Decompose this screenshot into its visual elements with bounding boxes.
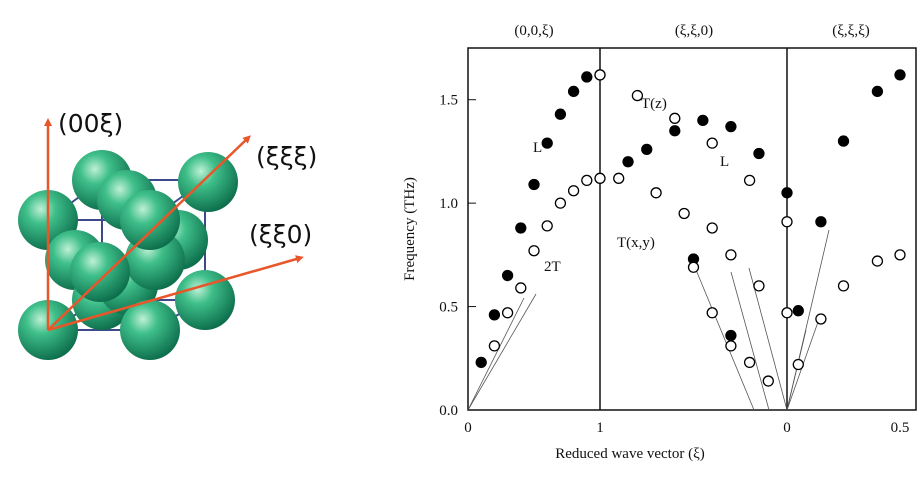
y-tick-label: 0.5 [439, 300, 458, 316]
data-point-open [815, 313, 827, 325]
label-110-direction: (ξξ0) [249, 220, 312, 249]
data-point-open [725, 340, 737, 352]
x-tick-label: 0 [783, 420, 791, 436]
data-point-open [792, 358, 804, 371]
annotation-L-110: L [720, 154, 729, 170]
data-point-filled [837, 135, 850, 147]
data-point-open [613, 172, 625, 184]
data-point-filled [488, 309, 501, 321]
data-point-filled [567, 85, 580, 98]
data-point-filled [781, 187, 793, 199]
data-point-filled [815, 216, 827, 228]
data-point-open [515, 282, 527, 294]
data-point-filled [641, 143, 653, 156]
y-axis-title: Frequency (THz) [402, 177, 418, 281]
data-point-filled [725, 120, 737, 133]
data-point-open [554, 197, 567, 209]
annotation-Tz: T(z) [641, 96, 667, 112]
data-point-open [762, 375, 774, 387]
panel-title-111: (ξ,ξ,ξ) [832, 23, 870, 39]
plot-frame [467, 47, 917, 411]
data-point-filled [515, 222, 527, 234]
arrow-111 [47, 135, 251, 331]
data-point-filled [528, 178, 540, 191]
data-point-open [743, 356, 756, 369]
data-point-open [781, 216, 793, 228]
arrow-110 [47, 255, 304, 332]
x-axis-title: Reduced wave vector (ξ) [555, 446, 705, 462]
data-points [475, 69, 906, 387]
data-point-open [669, 112, 681, 124]
data-point-open [706, 307, 718, 319]
data-point-open [528, 245, 540, 257]
data-point-open [650, 187, 662, 199]
data-point-filled [697, 114, 709, 127]
data-point-filled [581, 71, 593, 83]
atom-sphere [120, 190, 180, 250]
data-point-open [706, 137, 718, 149]
data-point-open [781, 307, 793, 319]
data-point-open [753, 280, 765, 292]
atom-sphere [120, 300, 180, 360]
axis-ticks: 0.0 0.5 1.0 1.5 0 1 0 0.5 [439, 93, 909, 436]
annotation-L-001: L [533, 140, 542, 156]
data-point-filled [475, 356, 487, 369]
data-point-filled [541, 137, 553, 149]
y-tick-label: 1.5 [439, 93, 458, 109]
atom-sphere [70, 242, 130, 302]
atom-sphere [178, 152, 238, 212]
panel-title-110: (ξ,ξ,0) [675, 23, 713, 39]
data-point-open [871, 255, 884, 267]
label-111-direction: (ξξξ) [256, 142, 317, 171]
data-point-open [594, 172, 606, 184]
data-point-open [725, 249, 737, 261]
data-point-filled [725, 329, 737, 342]
data-point-filled [622, 156, 634, 168]
data-point-filled [894, 69, 906, 81]
data-point-filled [669, 125, 681, 137]
data-point-filled [554, 108, 567, 120]
dispersion-guide-lines [467, 229, 830, 411]
data-point-filled [753, 147, 765, 160]
annotation-2T: 2T [544, 259, 561, 275]
data-point-open [631, 89, 644, 102]
data-point-open [581, 174, 593, 187]
data-point-filled [871, 85, 884, 98]
data-point-open [501, 307, 514, 319]
direction-arrows [44, 118, 304, 332]
x-tick-label: 0.5 [891, 420, 910, 436]
data-point-open [488, 340, 501, 352]
fcc-crystal-illustration: (00ξ) (ξξξ) (ξξ0) [18, 109, 317, 360]
annotation-Txy: T(x,y) [617, 235, 655, 251]
data-point-open [706, 222, 718, 234]
y-tick-label: 1.0 [439, 196, 458, 212]
data-point-open [743, 174, 756, 187]
label-001-direction: (00ξ) [58, 109, 123, 138]
data-point-open [687, 261, 700, 273]
data-point-filled [792, 305, 804, 317]
atom-sphere [175, 270, 235, 330]
data-point-open [594, 69, 606, 81]
x-tick-label: 0 [464, 420, 472, 436]
data-point-open [567, 185, 580, 197]
data-point-filled [501, 269, 514, 282]
atoms [18, 150, 238, 360]
y-tick-label: 0.0 [439, 403, 458, 419]
x-tick-label: 1 [596, 420, 604, 436]
data-point-open [894, 249, 906, 261]
data-point-open [837, 280, 850, 292]
data-point-open [541, 220, 553, 232]
panel-title-001: (0,0,ξ) [514, 23, 553, 39]
data-point-open [678, 207, 690, 220]
